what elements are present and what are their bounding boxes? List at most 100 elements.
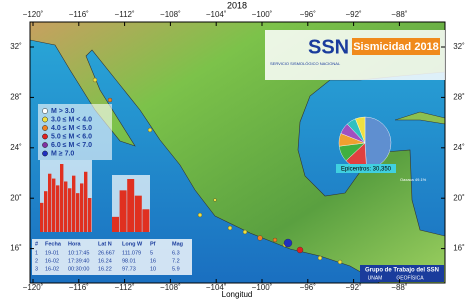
histogram-bar <box>112 216 119 232</box>
lat-tick-label: 28˚ <box>10 93 22 102</box>
lon-tick-label: −92˚ <box>345 10 362 19</box>
epicentros: Epicentros: 30,350 <box>341 167 392 173</box>
map-title: 2018 <box>227 0 247 10</box>
land <box>30 22 445 283</box>
axis-label: Longitud <box>222 290 253 299</box>
legend-swatch <box>42 142 48 148</box>
table-cell: 2 <box>35 258 38 264</box>
lon-tick-label: −104˚ <box>206 10 227 19</box>
table-cell: 16.24 <box>98 258 112 264</box>
table-box <box>32 239 192 275</box>
logo-name: SSN <box>308 36 349 58</box>
histogram-bar <box>48 173 52 232</box>
lon-tick-label: −96˚ <box>300 283 317 292</box>
banner: Sismicidad 2018 <box>353 41 439 53</box>
table-cell: 10 <box>150 266 156 272</box>
legend-label: 5.0 ≤ M < 6.0 <box>51 133 92 140</box>
table-header: Long W <box>122 241 143 247</box>
histogram-bar <box>84 171 88 232</box>
credit-box <box>360 265 444 282</box>
histogram-bar <box>119 190 127 232</box>
table-cell: 7.2 <box>172 258 180 264</box>
table-cell: 97.73 <box>122 266 136 272</box>
table-cell: 3 <box>35 266 38 272</box>
legend-label: M > 3.0 <box>51 108 75 115</box>
table-cell: 16.22 <box>98 266 112 272</box>
lon-tick-label: −88˚ <box>391 283 408 292</box>
logo-subtitle: SERVICIO SISMOLÓGICO NACIONAL <box>270 61 341 66</box>
cuba <box>394 111 445 125</box>
histogram-bar <box>72 175 76 232</box>
table-cell: 17:39:40 <box>68 258 89 264</box>
histogram-bar <box>60 164 64 232</box>
histogram-bar <box>40 202 44 232</box>
lat-tick-label: 32˚ <box>10 42 22 51</box>
table-header: Hora <box>68 241 81 247</box>
table-header: Fecha <box>45 241 62 247</box>
legend-swatch <box>42 116 48 123</box>
table-cell: 00:30:00 <box>68 266 89 272</box>
lon-tick-label: −112˚ <box>115 283 135 292</box>
lon-tick-label: −88˚ <box>391 10 408 19</box>
credit: Grupo de Trabajo del SSN <box>365 268 439 274</box>
lon-tick-label: −120˚ <box>23 283 44 292</box>
histogram-bar <box>52 178 56 232</box>
lat-tick-label: 20˚ <box>10 193 22 202</box>
lat-tick-label: 20˚ <box>453 193 465 202</box>
table-cell: 10:17:45 <box>68 250 89 256</box>
table-cell: 16-02 <box>45 266 59 272</box>
histogram-bar <box>68 188 72 232</box>
epicenters <box>92 77 343 265</box>
histogram-bar <box>88 198 92 232</box>
legend-label: M ≥ 7.0 <box>51 150 74 157</box>
lon-tick-label: −100˚ <box>252 10 273 19</box>
epicentros-box <box>336 164 396 173</box>
table-cell: 1 <box>35 250 38 256</box>
lat-tick-label: 16˚ <box>10 244 22 253</box>
banner-box <box>352 38 440 55</box>
lat-tick-label: 16˚ <box>453 244 465 253</box>
legend-swatch <box>42 150 48 157</box>
table-cell: 26.667 <box>98 250 115 256</box>
lon-tick-label: −116˚ <box>69 10 89 19</box>
histogram-bar <box>127 179 135 232</box>
histogram-bar <box>64 181 68 232</box>
lat-tick-label: 28˚ <box>453 93 465 102</box>
geofisica: GEOFÍSICA <box>396 274 424 281</box>
table-cell: 19-01 <box>45 250 59 256</box>
lat-tick-label: 24˚ <box>453 143 465 152</box>
pie-slice <box>355 116 366 144</box>
lon-tick-label: −116˚ <box>69 283 89 292</box>
legend-box <box>38 104 112 160</box>
map-frame <box>29 21 446 284</box>
legend-label: 6.0 ≤ M < 7.0 <box>51 142 92 149</box>
lon-tick-label: −108˚ <box>160 283 181 292</box>
histogram-bar <box>80 183 84 232</box>
histogram-bar <box>76 193 80 232</box>
histogram-bar <box>142 209 150 232</box>
lon-tick-label: −96˚ <box>300 10 317 19</box>
unam: UNAM <box>368 275 383 281</box>
table-cell: 16 <box>150 258 156 264</box>
table-header: Lat N <box>98 241 112 247</box>
lon-tick-label: −120˚ <box>23 10 44 19</box>
lon-tick-label: −92˚ <box>345 283 362 292</box>
table-cell: 5.9 <box>172 266 180 272</box>
table-cell: 111.079 <box>122 250 141 256</box>
table-header: Mag <box>172 241 183 247</box>
table-cell: 98.01 <box>122 258 136 264</box>
legend-swatch <box>42 125 48 131</box>
lat-tick-label: 32˚ <box>453 42 465 51</box>
lon-tick-label: −100˚ <box>252 283 273 292</box>
legend-swatch <box>42 108 48 114</box>
histogram-bar <box>44 191 48 232</box>
histogram-bar <box>134 195 142 232</box>
table-header: Pf <box>150 241 156 247</box>
histogram-bar <box>56 185 60 232</box>
table-cell: 16-02 <box>45 258 59 264</box>
table-cell: 5 <box>150 250 153 256</box>
pie-label: Oaxaca 49.1% <box>400 177 427 182</box>
lon-tick-label: −104˚ <box>206 283 227 292</box>
table-header: # <box>35 241 38 247</box>
